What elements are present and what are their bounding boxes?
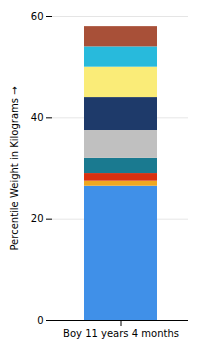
svg-text:Percentile Weight in Kilograms: Percentile Weight in Kilograms →	[9, 86, 20, 250]
svg-text:20: 20	[31, 213, 44, 224]
svg-text:Boy 11 years 4 months: Boy 11 years 4 months	[63, 328, 179, 339]
svg-text:40: 40	[31, 112, 44, 123]
svg-text:0: 0	[37, 315, 43, 326]
svg-text:60: 60	[31, 11, 44, 22]
